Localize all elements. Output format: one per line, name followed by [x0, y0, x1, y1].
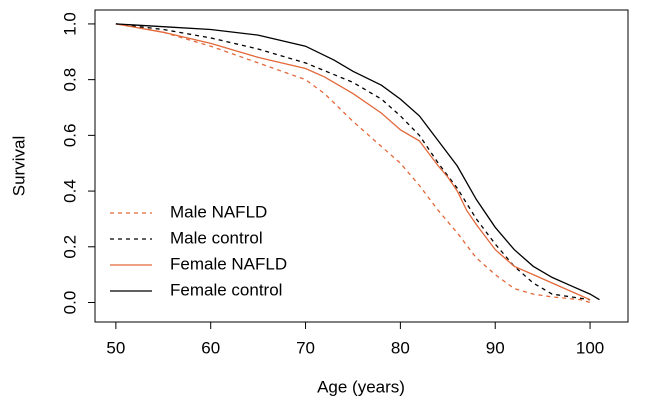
y-tick-label: 1.0: [60, 12, 79, 36]
x-axis-label: Age (years): [317, 377, 405, 396]
survival-line: [115, 23, 600, 301]
y-axis-label: Survival: [9, 136, 28, 196]
x-tick-label: 60: [201, 338, 220, 357]
legend-label: Male NAFLD: [170, 202, 267, 221]
survival-line: [115, 23, 591, 304]
y-tick-label: 0.6: [60, 124, 79, 148]
y-tick-label: 0.0: [60, 291, 79, 315]
plot-frame: [94, 9, 629, 323]
y-tick-label: 0.2: [60, 235, 79, 259]
legend-label: Female NAFLD: [170, 254, 287, 273]
x-tick-label: 50: [106, 338, 125, 357]
x-tick-label: 90: [486, 338, 505, 357]
legend-label: Male control: [170, 228, 263, 247]
x-tick-label: 80: [391, 338, 410, 357]
y-tick-label: 0.4: [60, 179, 79, 203]
y-tick-label: 0.8: [60, 68, 79, 92]
survival-line: [115, 23, 591, 301]
survival-line: [115, 23, 591, 301]
x-tick-label: 100: [576, 338, 604, 357]
legend-label: Female control: [170, 280, 282, 299]
x-tick-label: 70: [296, 338, 315, 357]
